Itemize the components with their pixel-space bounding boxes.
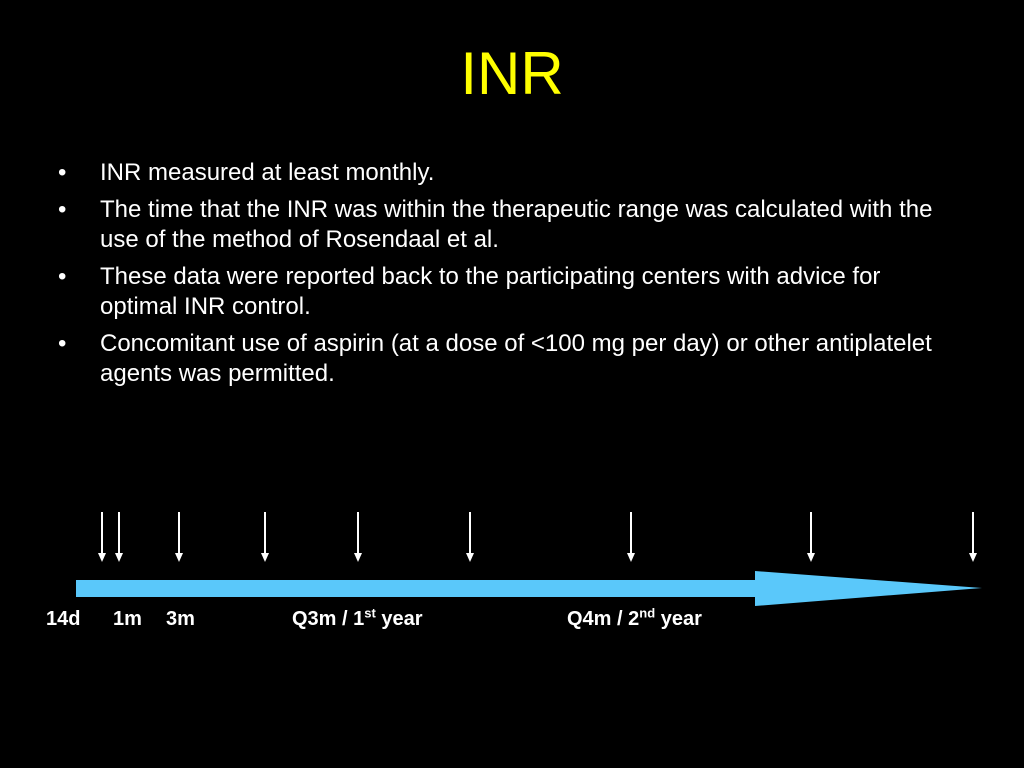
down-arrow-icon <box>807 512 815 562</box>
bullet-item: • INR measured at least monthly. <box>58 158 958 188</box>
timeline-arrow <box>76 571 982 606</box>
bullet-text: Concomitant use of aspirin (at a dose of… <box>100 330 932 387</box>
marker-head <box>627 553 635 562</box>
marker-head <box>115 553 123 562</box>
timeline-label-3m: 3m <box>166 608 195 630</box>
bullet-glyph: • <box>58 196 67 223</box>
timeline: 14d 1m 3m Q3m / 1st year Q4m / 2nd year <box>0 500 1024 650</box>
bullet-text: INR measured at least monthly. <box>100 159 435 186</box>
bullet-glyph: • <box>58 330 67 357</box>
down-arrow-icon <box>627 512 635 562</box>
bullet-text: These data were reported back to the par… <box>100 263 881 320</box>
marker-head <box>354 553 362 562</box>
down-arrow-icon <box>354 512 362 562</box>
down-arrow-icon <box>98 512 106 562</box>
timeline-label-1m: 1m <box>113 608 142 630</box>
label-ordinal: nd <box>639 605 656 621</box>
slide-title: INR <box>460 40 564 107</box>
down-arrow-icon <box>466 512 474 562</box>
timeline-label-q3m-1st-year: Q3m / 1st year <box>292 606 423 632</box>
marker-head <box>807 553 815 562</box>
timeline-graphic <box>76 512 982 606</box>
marker-head <box>175 553 183 562</box>
bullet-item: • The time that the INR was within the t… <box>58 195 958 255</box>
marker-head <box>969 553 977 562</box>
label-ordinal: st <box>364 605 376 621</box>
down-arrow-icon <box>261 512 269 562</box>
label-prefix: Q3m / 1 <box>292 608 365 630</box>
timeline-label-14d: 14d <box>46 608 81 630</box>
down-arrow-icon <box>969 512 977 562</box>
label-suffix: year <box>655 608 702 630</box>
label-prefix: Q4m / 2 <box>567 608 640 630</box>
marker-head <box>466 553 474 562</box>
bullet-item: • These data were reported back to the p… <box>58 262 958 322</box>
down-arrow-icon <box>115 512 123 562</box>
bullet-list: • INR measured at least monthly. • The t… <box>58 158 958 396</box>
bullet-text: The time that the INR was within the the… <box>100 196 933 253</box>
label-suffix: year <box>375 608 423 630</box>
timeline-label-q4m-2nd-year: Q4m / 2nd year <box>567 606 702 632</box>
down-arrow-icon <box>175 512 183 562</box>
bullet-item: • Concomitant use of aspirin (at a dose … <box>58 329 958 389</box>
bullet-glyph: • <box>58 263 67 290</box>
timeline-markers <box>98 512 977 562</box>
bullet-glyph: • <box>58 159 67 186</box>
marker-head <box>98 553 106 562</box>
marker-head <box>261 553 269 562</box>
